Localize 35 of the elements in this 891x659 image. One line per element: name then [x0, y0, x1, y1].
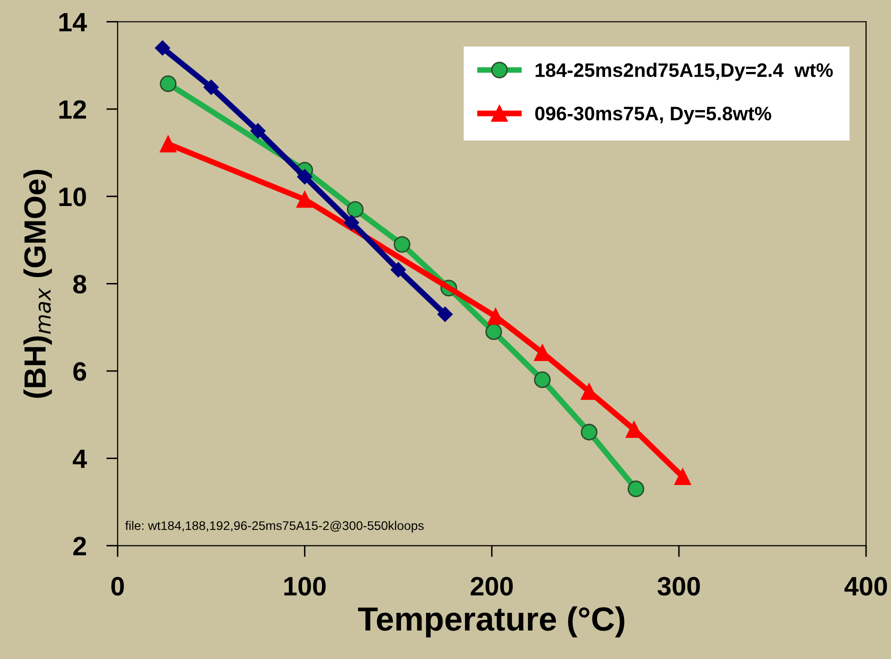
- point: [346, 201, 364, 218]
- y-tick-label: 8: [73, 274, 86, 294]
- y-tick-label: 14: [59, 13, 87, 32]
- y-tick-label: 4: [72, 450, 87, 468]
- x-axis-title: Temperature (°C): [358, 606, 624, 638]
- point: [628, 480, 644, 498]
- point: [487, 308, 504, 325]
- point: [580, 424, 598, 440]
- x-tick-label: 300: [658, 576, 700, 596]
- point: [160, 75, 176, 92]
- y-tick-label: 2: [73, 536, 86, 556]
- point: [160, 136, 176, 152]
- point: [674, 468, 692, 486]
- x-tick-label: 0: [111, 576, 124, 596]
- point: [437, 306, 453, 322]
- point: [534, 371, 551, 388]
- y-tick-label: 10: [59, 188, 86, 206]
- legend-label: 184-25ms2nd75A15,Dy=2.4 wt%: [536, 62, 833, 81]
- point: [204, 80, 219, 95]
- x-tick-label: 400: [844, 576, 887, 596]
- point: [297, 169, 312, 184]
- y-tick-label: 12: [59, 100, 86, 119]
- point: [250, 123, 266, 138]
- y-axis-title: (BH)$_{max}$ (GMOe): [23, 170, 52, 398]
- point: [485, 323, 502, 340]
- annotation: file: wt184,188,192,96-25ms75A15-2@300-550kloops: [125, 520, 424, 533]
- x-tick-label: 100: [284, 576, 326, 596]
- point: [394, 236, 410, 253]
- legend-label: 096-30ms75A, Dy=5.8wt%: [535, 106, 772, 124]
- point: [154, 40, 170, 56]
- point: [296, 191, 314, 208]
- point: [390, 262, 406, 278]
- y-tick-label: 6: [73, 362, 86, 381]
- x-tick-label: 200: [470, 576, 513, 596]
- point: [344, 215, 360, 230]
